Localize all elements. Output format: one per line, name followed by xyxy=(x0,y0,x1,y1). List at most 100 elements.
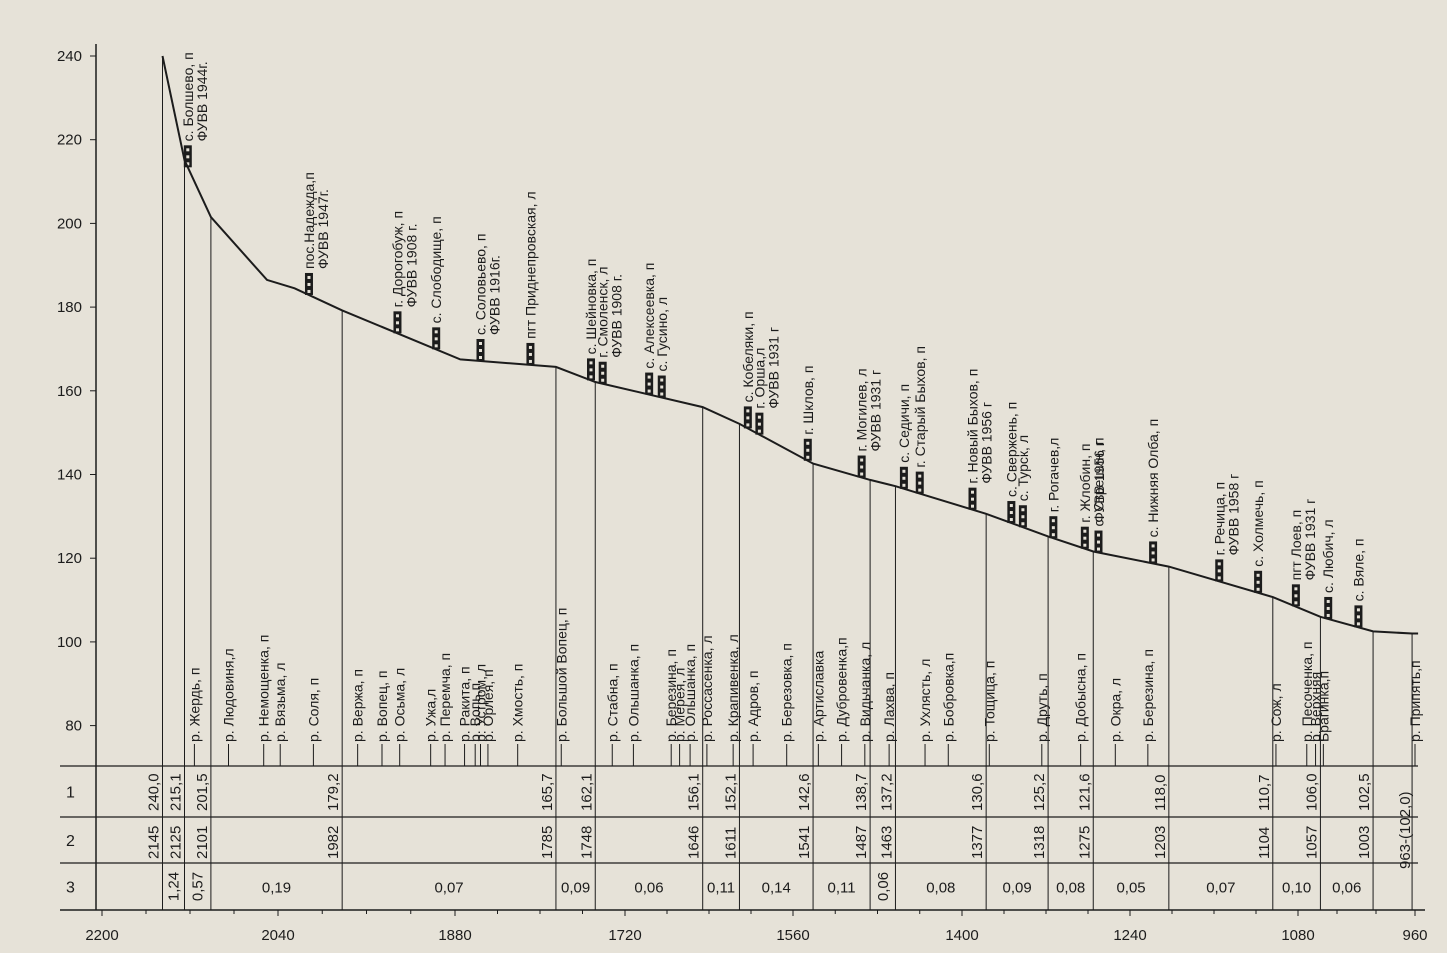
gauge-station-icon-dash xyxy=(1009,511,1013,515)
settlement-label: с. Стрешин, п xyxy=(1091,438,1107,527)
tributary-label: р. Крапивенка, л xyxy=(725,634,741,742)
row1-value: 137,2 xyxy=(878,773,895,811)
gauge-station-icon-dash xyxy=(1294,601,1298,605)
elevation-profile-line xyxy=(161,55,1419,635)
settlement-label: г. Рогачев,л xyxy=(1045,438,1061,513)
tributary-label: р. Осьма, л xyxy=(392,668,408,742)
gauge-station-icon-dash xyxy=(1294,594,1298,598)
settlement-label: с. Гусино, л xyxy=(654,297,670,372)
gauge-station-icon-dash xyxy=(1097,533,1100,537)
table-row-label: 2 xyxy=(66,833,75,850)
row1-value: 963-(102,0) xyxy=(1397,791,1414,869)
gauge-station-icon-dash xyxy=(971,490,974,494)
gauge-station-icon-dash xyxy=(1151,558,1155,562)
settlement-label: пос.Надежда,п xyxy=(301,172,317,269)
slope-value: 0,06 xyxy=(1332,880,1361,897)
gauge-station-icon-dash xyxy=(1097,540,1100,544)
settlement-label: г. Речица, п xyxy=(1211,482,1227,556)
gauge-station-icon-dash xyxy=(806,441,810,445)
settlement-label: г. Могилев, л xyxy=(854,368,870,451)
row2-value: 1487 xyxy=(853,826,870,859)
row1-value: 240,0 xyxy=(146,773,163,811)
slope-value: 0,19 xyxy=(262,880,291,897)
gauge-station-icon-dash xyxy=(746,423,750,427)
gauge-station-icon-dash xyxy=(601,378,605,382)
x-tick-label: 2040 xyxy=(261,927,294,944)
slope-value: 0,10 xyxy=(1282,880,1311,897)
row2-value: 1785 xyxy=(539,826,556,859)
row1-value: 138,7 xyxy=(853,773,870,811)
gauge-label: ФУВВ 1944г. xyxy=(194,61,210,141)
gauge-label: ФУВВ 1956 г xyxy=(1091,441,1107,523)
gauge-station-icon-dash xyxy=(902,483,906,487)
row1-value: 152,1 xyxy=(722,773,739,811)
y-tick-label: 200 xyxy=(57,215,82,232)
row2-value: 1057 xyxy=(1303,826,1320,859)
gauge-station-icon-dash xyxy=(528,352,532,356)
gauge-station-icon-dash xyxy=(1256,573,1260,577)
slope-value: 0,09 xyxy=(561,880,590,897)
gauge-station-icon-dash xyxy=(395,321,399,325)
gauge-station-icon-dash xyxy=(186,155,190,159)
row1-value: 121,6 xyxy=(1076,773,1093,811)
row2-value: 1541 xyxy=(796,826,813,859)
table-row-label: 3 xyxy=(66,880,75,897)
gauge-station-icon-dash xyxy=(971,504,974,508)
gauge-station-icon-dash xyxy=(806,448,810,452)
gauge-station-icon-dash xyxy=(1021,522,1025,526)
row2-value: 1275 xyxy=(1076,826,1093,859)
gauge-station-icon-dash xyxy=(1051,533,1055,537)
settlement-label: пгт Приднепровская, л xyxy=(522,191,538,339)
y-tick-label: 160 xyxy=(57,383,82,400)
tributary-label: р. Тощица, п xyxy=(981,661,997,742)
slope-value: 0,06 xyxy=(634,880,663,897)
gauge-station-icon-dash xyxy=(589,375,593,379)
tributary-label: р. Березовка, п xyxy=(779,643,795,742)
slope-value: 0,08 xyxy=(1056,880,1085,897)
x-tick-label: 1400 xyxy=(945,927,978,944)
gauge-station-icon-dash xyxy=(757,415,761,419)
row2-value: 1463 xyxy=(878,826,895,859)
settlement-label: с. Слободище, п xyxy=(428,216,444,323)
slope-value: 0,07 xyxy=(1206,880,1235,897)
tributary-label: р. Добысна, п xyxy=(1073,653,1089,742)
gauge-station-icon-dash xyxy=(660,392,664,396)
gauge-label: ФУВВ 1931 г xyxy=(868,370,884,452)
tributary-label: р. Россасенка, л xyxy=(699,635,715,742)
gauge-station-icon-dash xyxy=(395,328,399,332)
gauge-station-icon-dash xyxy=(1151,551,1155,555)
settlement-label: г. Смоленск, л xyxy=(595,267,611,358)
gauge-station-icon-dash xyxy=(1356,622,1360,626)
gauge-station-icon-dash xyxy=(860,465,864,469)
row1-value: 142,6 xyxy=(796,773,813,811)
tributary-label: р. Адров, п xyxy=(745,671,761,742)
slope-value: 0,06 xyxy=(875,872,892,901)
gauge-station-icon-dash xyxy=(434,330,438,334)
settlement-label: с. Алексеевка, п xyxy=(641,263,657,369)
tributary-label: р. Перемча, п xyxy=(437,653,453,742)
tributary-label: р. Вопец, п xyxy=(374,671,390,742)
gauge-station-icon-dash xyxy=(1217,562,1221,566)
gauge-station-icon-dash xyxy=(1326,613,1330,617)
tributary-label: р. Лахва, п xyxy=(881,672,897,742)
row2-value: 1104 xyxy=(1256,827,1273,859)
gauge-label: ФУВВ 1908 г. xyxy=(609,274,625,358)
row2-value: 1003 xyxy=(1356,826,1373,859)
slope-value: 0,07 xyxy=(434,880,463,897)
tributary-label: р. Окра, л xyxy=(1107,678,1123,742)
gauge-station-icon-dash xyxy=(1051,526,1055,530)
gauge-station-icon-dash xyxy=(307,275,311,279)
gauge-station-icon-dash xyxy=(1256,580,1260,584)
x-tick-label: 1240 xyxy=(1113,927,1146,944)
gauge-station-icon-dash xyxy=(1083,529,1087,533)
gauge-station-icon-dash xyxy=(757,429,761,433)
slope-value: 0,05 xyxy=(1116,880,1145,897)
gauge-station-icon-dash xyxy=(1356,615,1360,619)
tributary-label: р. Орлея, п xyxy=(480,669,496,742)
gauge-label: ФУВВ 1958 г xyxy=(1225,474,1241,556)
tributary-label: р. Березина, п xyxy=(663,649,679,742)
gauge-station-icon-dash xyxy=(395,314,399,318)
gauge-station-icon-dash xyxy=(307,282,311,286)
